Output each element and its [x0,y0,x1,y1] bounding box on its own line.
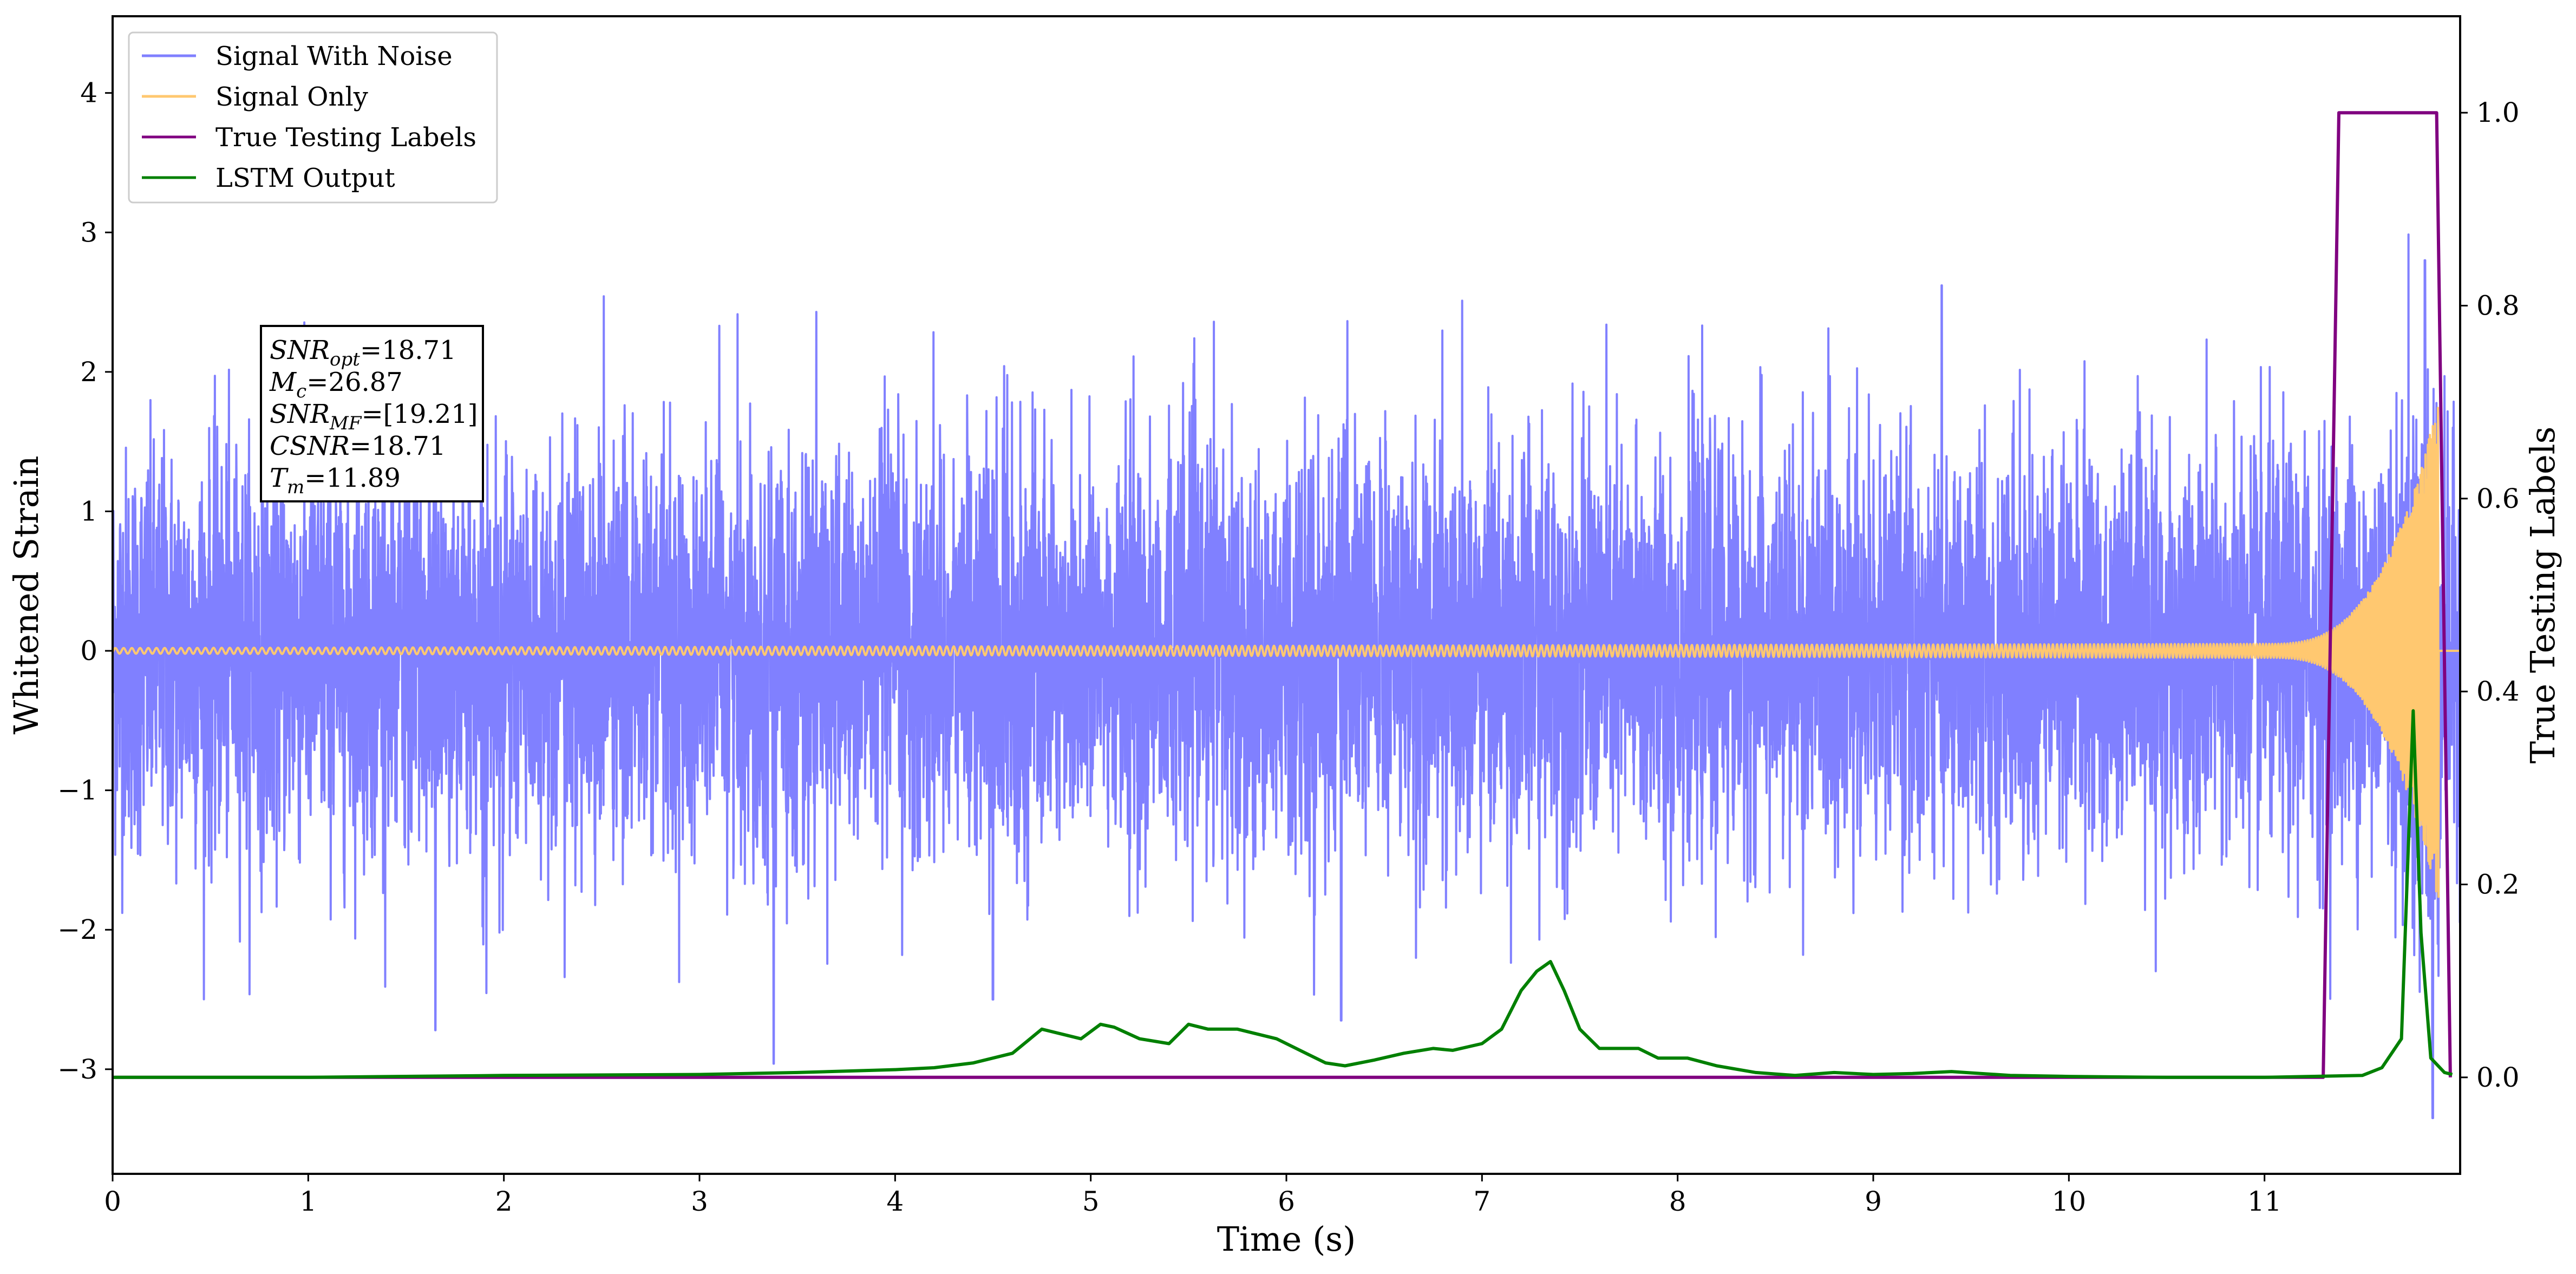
y2-tick-label: 0.4 [2476,676,2520,707]
series-line-true-testing-labels [113,111,2452,1079]
y2-tick-label: 0.2 [2476,869,2520,900]
annotation-line-snr-opt: SNRopt=18.71 [270,335,456,370]
annotation-line-snr-mf: SNRMF=[19.21] [270,399,478,434]
y-axis-label: Whitened Strain [6,456,46,735]
x-tick-label: 8 [1669,1186,1686,1217]
series-line-lstm-output [113,709,2453,1079]
annotation-box: SNRopt=18.71 Mc=26.87 SNRMF=[19.21] CSNR… [260,325,484,502]
y-tick-label: 0 [80,635,97,667]
y2-axis-label: True Testing Labels [2523,427,2562,764]
y2-tick-label: 0.0 [2476,1062,2520,1093]
x-tick-label: 1 [299,1186,317,1217]
y-tick-label: 3 [80,217,97,248]
y-axis-right: 0.0 0.2 0.4 0.6 0.8 1.0 [2460,97,2520,1093]
plot-area [113,111,2460,1119]
y-tick-label: −1 [57,775,97,806]
y-tick-label: −2 [57,914,97,945]
annotation-line-tm: Tm=11.89 [270,463,401,498]
legend-frame [128,31,498,204]
x-tick-label: 9 [1865,1186,1882,1217]
x-tick-label: 6 [1278,1186,1295,1217]
y2-tick-label: 1.0 [2476,97,2520,128]
legend-label-lstm-output: LSTM Output [215,163,395,193]
x-axis: 0 1 2 3 4 5 6 7 8 9 10 11 [104,1174,2281,1217]
x-tick-label: 10 [2052,1186,2087,1217]
annotation-line-mc: Mc=26.87 [269,367,403,402]
y2-tick-label: 0.6 [2476,483,2520,514]
legend: Signal With Noise Signal Only True Testi… [128,31,498,204]
y-axis-left: −3 −2 −1 0 1 2 3 4 [57,77,113,1085]
y-tick-label: −3 [57,1054,97,1085]
legend-label-true-testing-labels: True Testing Labels [215,122,476,153]
series-line-signal-with-noise [113,233,2460,1119]
legend-label-signal-only: Signal Only [215,82,368,112]
series-line-signal-only [113,407,2460,898]
x-tick-label: 3 [691,1186,708,1217]
x-tick-label: 7 [1473,1186,1490,1217]
annotation-frame [260,325,484,502]
y2-tick-label: 0.8 [2476,290,2520,322]
x-tick-label: 4 [886,1186,904,1217]
legend-label-signal-with-noise: Signal With Noise [215,41,453,71]
x-axis-label: Time (s) [1217,1219,1356,1259]
y-tick-label: 4 [80,77,97,109]
x-tick-label: 2 [495,1186,513,1217]
y-tick-label: 1 [80,495,97,527]
annotation-line-csnr: CSNR=18.71 [270,431,446,461]
y-tick-label: 2 [80,356,97,388]
x-tick-label: 11 [2247,1186,2282,1217]
x-tick-label: 0 [104,1186,121,1217]
x-tick-label: 5 [1082,1186,1100,1217]
